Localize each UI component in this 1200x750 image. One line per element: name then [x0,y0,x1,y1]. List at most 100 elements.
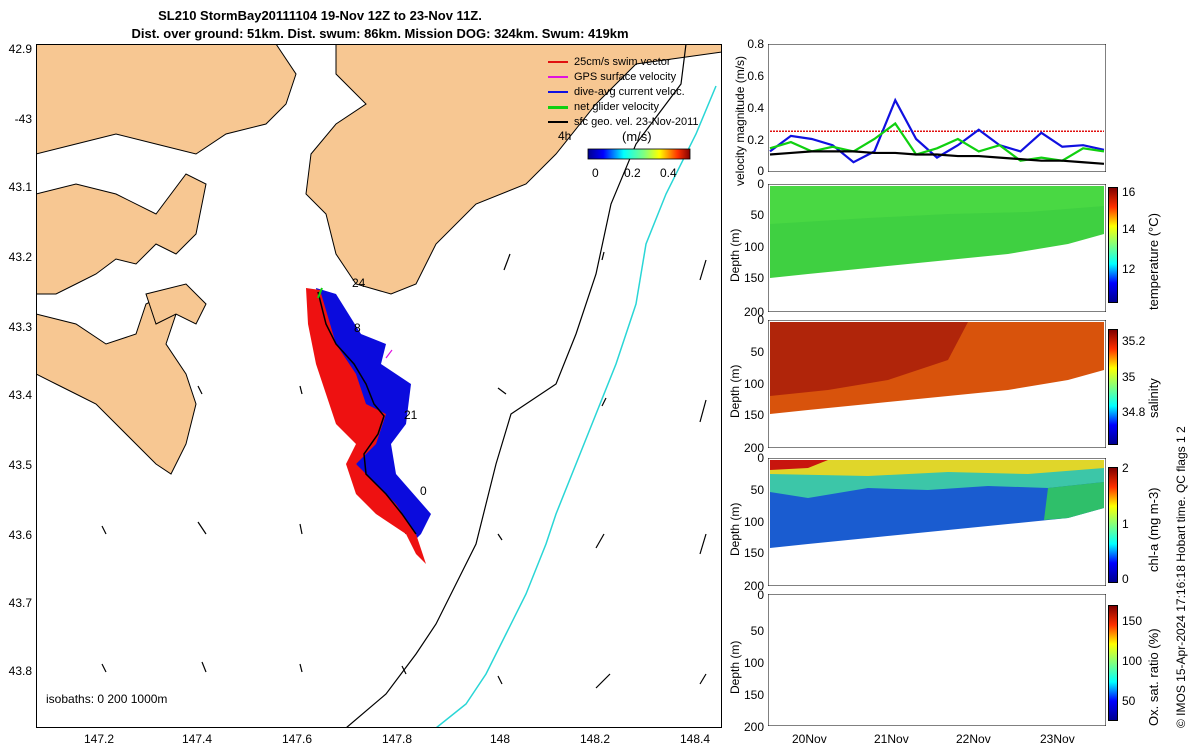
geo-velocity-arrows [101,251,707,689]
map-xtick: 147.2 [84,732,115,746]
depth-tick: 200 [743,441,764,455]
colorbar-tick: 16 [1122,185,1136,199]
legend-item: dive-avg current veloc. [548,86,685,98]
velocity-ytick: 0.6 [747,69,764,83]
legend-item: 25cm/s swim vector [548,56,671,68]
depth-tick: 200 [743,305,764,319]
colorbar-tick: 14 [1122,222,1136,236]
map-ytick: 43.4 [8,388,32,402]
depth-tick: 100 [743,240,764,254]
depth-tick: 100 [743,515,764,529]
salinity-section [768,320,1106,448]
depth-tick: 150 [743,271,764,285]
land-north-mass [305,44,722,295]
net-velocity-arrow [317,287,323,299]
colorbar-tick: 35 [1122,370,1136,384]
velocity-ytick: 0 [757,164,764,178]
land-northwest-mass [36,44,297,155]
map-xtick: 148 [490,732,511,746]
colorbar-tick: 1 [1122,517,1129,531]
isobath-200m [345,44,687,728]
depth-tick: 200 [743,720,764,734]
map-ytick: 43.7 [8,596,32,610]
legend-swatch [548,121,568,124]
colorbar-tick: 34.8 [1122,405,1146,419]
land-west-peninsula [36,173,207,295]
map-frame [36,44,722,728]
map-panel [36,44,722,728]
depth-tick: 100 [743,377,764,391]
depth-tick: 0 [757,588,764,602]
salinity-colorbar [1108,329,1118,445]
velocity-chart [768,44,1106,172]
track-day-label: 8 [354,321,361,335]
colorbar-tick: 35.2 [1122,334,1146,348]
depth-ylabel: Depth (m) [728,640,742,694]
velocity-series-dive-avg-current [769,97,1105,164]
glider-track [317,291,417,535]
oxygen-section [768,594,1106,726]
velocity-series-sfc-geo [769,150,1105,165]
chl-a-colorbar [1108,467,1118,583]
land-bruny-island [145,283,207,325]
map-xtick: 148.2 [580,732,611,746]
map-ytick: 43.1 [8,180,32,194]
colorbar-label: salinity [1146,378,1161,418]
legend-swatch [548,61,568,64]
depth-tick: 50 [750,624,764,638]
chart-title-line1: SL210 StormBay20111104 19-Nov 12Z to 23-… [158,8,482,23]
map-xtick: 147.8 [382,732,413,746]
depth-tick: 0 [757,177,764,191]
gps-velocity-arrow [385,349,393,359]
colorbar-tick: 12 [1122,262,1136,276]
time-tick: 20Nov [792,732,827,746]
velocity-ylabel: velocity magnitude (m/s) [733,55,747,186]
legend-item: sfc geo. vel. 23-Nov-2011 [548,116,699,128]
map-xtick: 147.6 [282,732,313,746]
side-credit: © IMOS 15-Apr-2024 17:16:18 Hobart time.… [1174,426,1188,728]
colorbar-label: Ox. sat. ratio (%) [1146,628,1161,726]
map-ytick: 43.8 [8,664,32,678]
map-ytick: 42.9 [8,42,32,56]
map-ytick: 43.3 [8,320,32,334]
map-colorbar-title: (m/s) [622,129,652,144]
legend-swatch [548,91,568,94]
colorbar-tick: 50 [1122,694,1136,708]
oxygen-colorbar [1108,605,1118,721]
depth-tick: 50 [750,483,764,497]
age-label: 4h [558,129,572,143]
legend-item: net glider velocity [548,101,659,113]
depth-ylabel: Depth (m) [728,364,742,418]
colorbar-label: temperature (°C) [1146,213,1161,310]
legend-swatch [548,76,568,79]
map-colorbar-tick: 0 [592,166,599,180]
land-southwest-peninsula [36,293,197,475]
time-tick: 23Nov [1040,732,1075,746]
depth-tick: 0 [757,313,764,327]
velocity-ytick: 0.2 [747,133,764,147]
track-day-label: 21 [404,408,418,422]
track-day-label: 24 [352,276,366,290]
temperature-colorbar [1108,187,1118,303]
depth-tick: 150 [743,546,764,560]
time-tick: 22Nov [956,732,991,746]
map-xtick: 148.4 [680,732,711,746]
swim-vector-band [306,288,426,564]
time-tick: 21Nov [874,732,909,746]
legend-swatch [548,105,568,109]
depth-tick: 0 [757,451,764,465]
colorbar-tick: 0 [1122,572,1129,586]
map-colorbar-tick: 0.2 [624,166,641,180]
temperature-section [768,184,1106,312]
colorbar-tick: 100 [1122,654,1143,668]
chart-title-line2: Dist. over ground: 51km. Dist. swum: 86k… [131,26,629,41]
velocity-ytick: 0.8 [747,37,764,51]
map-ytick: -43 [14,112,32,126]
legend-item: GPS surface velocity [548,71,676,83]
depth-ylabel: Depth (m) [728,228,742,282]
depth-ylabel: Depth (m) [728,502,742,556]
velocity-ytick: 0.4 [747,101,764,115]
track-day-label: 0 [420,484,427,498]
colorbar-tick: 2 [1122,461,1129,475]
depth-tick: 200 [743,579,764,593]
